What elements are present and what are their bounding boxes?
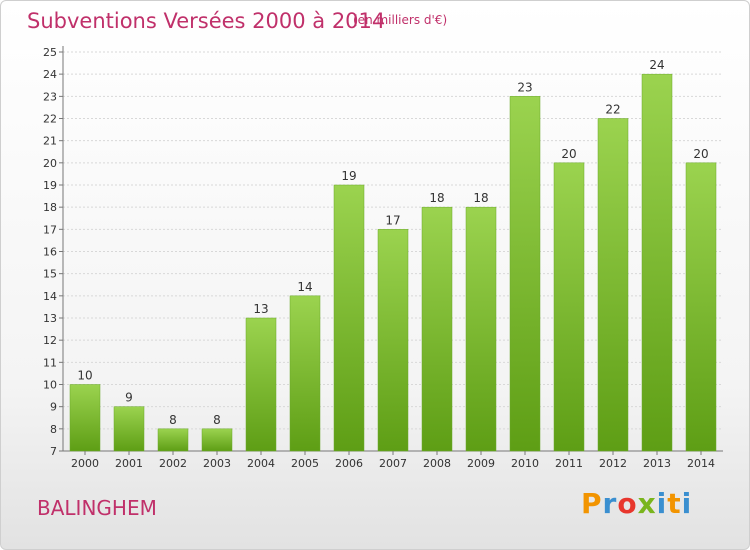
y-tick-label: 25 (43, 46, 57, 59)
y-tick-label: 16 (43, 246, 57, 259)
bar-2009 (465, 206, 497, 452)
bar-value-label: 10 (77, 369, 92, 383)
y-tick-label: 18 (43, 201, 57, 214)
x-tick-label: 2000 (71, 457, 99, 470)
bar-value-label: 20 (693, 147, 708, 161)
x-tick-label: 2007 (379, 457, 407, 470)
bar-value-label: 19 (341, 169, 356, 183)
x-tick-label: 2005 (291, 457, 319, 470)
bar-2006 (333, 184, 365, 452)
y-tick-label: 12 (43, 334, 57, 347)
x-tick-label: 2002 (159, 457, 187, 470)
bar-2001 (113, 406, 145, 452)
logo-letter: i (656, 487, 668, 520)
y-tick-label: 9 (50, 401, 57, 414)
bar-value-label: 23 (517, 80, 532, 94)
x-tick-label: 2011 (555, 457, 583, 470)
bar-2014 (685, 162, 717, 452)
x-tick-labels: 2000 2001 2002 2003 2004 2005 2006 2007 2008 2009… (71, 451, 715, 470)
bar-2011 (553, 162, 585, 452)
bar-2000 (69, 384, 101, 452)
x-tick-label: 2012 (599, 457, 627, 470)
bar-2012 (597, 118, 629, 452)
chart-title: Subventions Versées 2000 à 2014 (27, 9, 386, 33)
y-tick-label: 17 (43, 223, 57, 236)
logo-letter: t (667, 487, 682, 520)
logo-letter: x (637, 487, 657, 520)
bar-value-label: 8 (213, 413, 221, 427)
x-tick-label: 2003 (203, 457, 231, 470)
y-tick-label: 10 (43, 379, 57, 392)
y-tick-label: 24 (43, 68, 57, 81)
y-tick-label: 11 (43, 356, 57, 369)
bar-2010 (509, 96, 541, 452)
y-tick-label: 15 (43, 268, 57, 281)
proxiti-logo: Proxiti (581, 487, 692, 520)
logo-letter: i (681, 487, 693, 520)
x-tick-label: 2006 (335, 457, 363, 470)
y-tick-label: 20 (43, 157, 57, 170)
bar-2007 (377, 229, 409, 452)
y-tick-label: 23 (43, 90, 57, 103)
bar-2004 (245, 317, 277, 452)
y-tick-label: 13 (43, 312, 57, 325)
y-tick-labels: 7 8 9 10 11 12 13 14 15 16 17 18 19 20 21 22 23 24 25 (43, 46, 57, 458)
chart-subtitle: (en milliers d'€) (353, 13, 448, 27)
y-tick-label: 7 (50, 445, 57, 458)
bar-value-label: 17 (385, 213, 400, 227)
logo-letter: o (617, 487, 638, 520)
bar-2003 (201, 428, 233, 452)
x-tick-label: 2014 (687, 457, 715, 470)
y-tick-label: 19 (43, 179, 57, 192)
x-tick-label: 2001 (115, 457, 143, 470)
bar-value-label: 24 (649, 58, 664, 72)
y-tick-label: 22 (43, 113, 57, 126)
y-tick-label: 21 (43, 135, 57, 148)
x-tick-label: 2008 (423, 457, 451, 470)
bars (69, 73, 717, 452)
bar-value-label: 18 (473, 191, 488, 205)
y-tick-label: 14 (43, 290, 57, 303)
x-tick-label: 2004 (247, 457, 275, 470)
bar-2002 (157, 428, 189, 452)
x-tick-label: 2009 (467, 457, 495, 470)
bar-2008 (421, 206, 453, 452)
bar-2013 (641, 73, 673, 452)
bar-value-label: 22 (605, 103, 620, 117)
commune-name: BALINGHEM (37, 496, 157, 520)
bar-value-label: 8 (169, 413, 177, 427)
x-tick-label: 2013 (643, 457, 671, 470)
bar-2005 (289, 295, 321, 452)
bar-value-labels: 10 9 8 8 13 14 19 17 18 18 23 20 22 24 20 (77, 58, 708, 427)
bar-value-label: 20 (561, 147, 576, 161)
bar-value-label: 14 (297, 280, 312, 294)
logo-letter: r (602, 487, 618, 520)
y-tick-label: 8 (50, 423, 57, 436)
x-tick-label: 2010 (511, 457, 539, 470)
logo-letter: P (581, 487, 603, 520)
bar-value-label: 13 (253, 302, 268, 316)
bar-value-label: 9 (125, 391, 133, 405)
bar-value-label: 18 (429, 191, 444, 205)
